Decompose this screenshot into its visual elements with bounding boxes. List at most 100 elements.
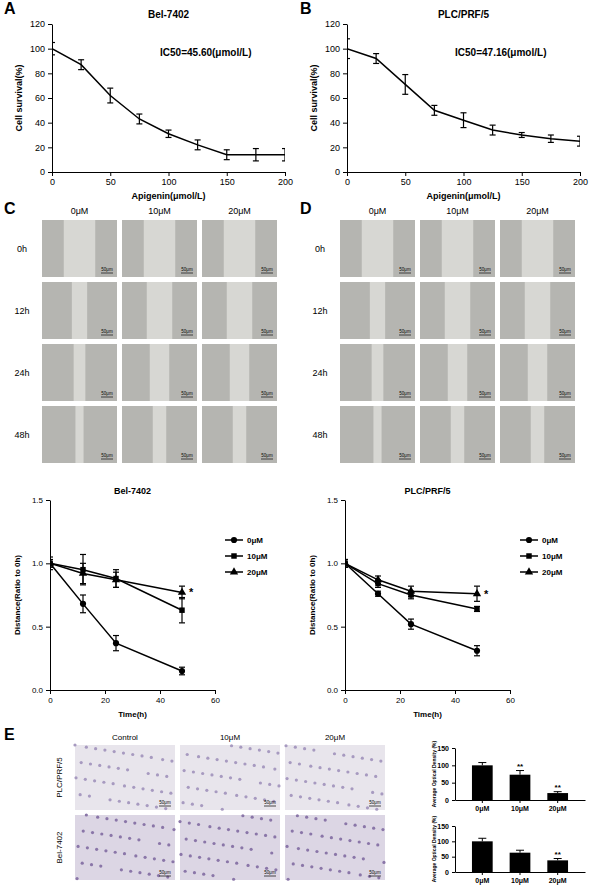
marker [79, 569, 87, 576]
stained-cell [165, 775, 168, 778]
error-bar-cap [80, 584, 86, 585]
stained-cell [222, 843, 225, 846]
marker [179, 607, 184, 612]
stained-cell [178, 820, 181, 823]
stained-cell [337, 769, 340, 772]
image-cell [75, 815, 175, 880]
error-bar-cap [478, 838, 486, 839]
marker [474, 606, 479, 611]
stained-cell [124, 820, 127, 823]
stained-cell [214, 790, 217, 793]
scale-bar-label: 50μm [399, 329, 411, 334]
x-tick-mark [580, 172, 581, 176]
x-tick: 0μM [475, 872, 489, 885]
y-tick-label: 50 [441, 853, 449, 860]
x-tick-label: 200 [278, 177, 293, 187]
error-bar-cap [402, 94, 408, 95]
x-tick-mark [285, 172, 286, 176]
row-label: 24h [312, 368, 327, 378]
stained-cell [245, 831, 248, 834]
y-tick-mark [46, 563, 50, 564]
stained-cell [206, 757, 209, 760]
x-axis-title: Time(h) [413, 710, 442, 719]
y-tick-label: 80 [330, 69, 340, 79]
row-label: 0h [315, 244, 325, 254]
image-cell [500, 220, 575, 277]
y-tick-label: 50 [441, 779, 449, 786]
y-tick-mark [341, 500, 345, 501]
stained-cell [309, 765, 312, 768]
y-tick: 1.0 [32, 559, 50, 568]
stained-cell [382, 861, 385, 864]
y-tick: 60 [330, 93, 347, 103]
y-tick-label: 20 [330, 143, 340, 153]
stained-cell [319, 867, 322, 870]
scale-bar [559, 459, 571, 460]
stained-cell [211, 874, 214, 877]
stained-cell [134, 854, 137, 857]
x-tick: 50 [106, 172, 116, 187]
y-axis-title: Distance(Ratio to 0h) [13, 555, 22, 635]
stained-cell [334, 853, 337, 856]
image-cell [420, 282, 495, 339]
stained-cell [255, 832, 258, 835]
error-bar-cap [113, 587, 119, 588]
stained-cell [256, 865, 259, 868]
stained-cell [150, 756, 153, 759]
micrograph: 50μm [42, 282, 117, 339]
stained-cell [203, 840, 206, 843]
y-tick-mark [343, 172, 347, 173]
x-tick-mark [520, 800, 521, 803]
stained-cell [329, 868, 332, 871]
y-tick-mark [452, 765, 455, 766]
x-tick-label: 0 [345, 177, 350, 187]
x-axis: 0μM10μM20μM [456, 872, 586, 885]
stained-cell [81, 862, 84, 865]
marker [474, 648, 480, 654]
stained-cell [258, 749, 261, 752]
y-tick-label: 20 [35, 143, 45, 153]
series-line [347, 49, 580, 142]
stained-cell [162, 859, 165, 862]
stained-cell [113, 750, 116, 753]
error-bar-cap [80, 563, 86, 564]
y-tick: 120 [325, 19, 347, 29]
wound-gap [224, 220, 256, 277]
micrograph: 50μm [340, 282, 415, 339]
stained-cell [123, 784, 126, 787]
error-bar-cap [113, 635, 119, 636]
x-tick-label: 20μM [549, 877, 567, 885]
stained-cell [128, 837, 131, 840]
stained-cell [221, 808, 224, 811]
x-tick-mark [160, 690, 161, 694]
micrograph: 50μm [180, 744, 281, 811]
legend-label: 0μM [247, 536, 263, 545]
error-bar-cap [80, 612, 86, 613]
x-tick-label: 0 [343, 696, 348, 705]
y-tick: 150 [437, 745, 455, 752]
micrograph: 50μm [340, 344, 415, 401]
y-axis: 020406080100120 [30, 19, 53, 177]
error-bar-cap [548, 142, 554, 143]
scale-bar [559, 335, 571, 336]
image-cell [202, 406, 277, 463]
stained-cell [372, 827, 375, 830]
image-cell [500, 282, 575, 339]
stained-cell [249, 747, 252, 750]
stained-cell [225, 759, 228, 762]
series-line [50, 563, 182, 592]
x-tick-label: 40 [156, 696, 165, 705]
panel-label: D [300, 200, 312, 217]
stained-cell [191, 803, 194, 806]
scale-bar-label: 50μm [159, 800, 171, 805]
stained-cell [208, 825, 211, 828]
x-tick: 150 [220, 172, 235, 187]
micrograph: 50μm [122, 282, 197, 339]
stained-cell [289, 761, 292, 764]
stained-cell [126, 768, 129, 771]
y-tick: 0.5 [327, 623, 345, 632]
scale-bar-label: 50μm [399, 453, 411, 458]
y-tick-label: 1.5 [32, 496, 44, 505]
stained-cell [310, 865, 313, 868]
stained-cell [132, 786, 135, 789]
